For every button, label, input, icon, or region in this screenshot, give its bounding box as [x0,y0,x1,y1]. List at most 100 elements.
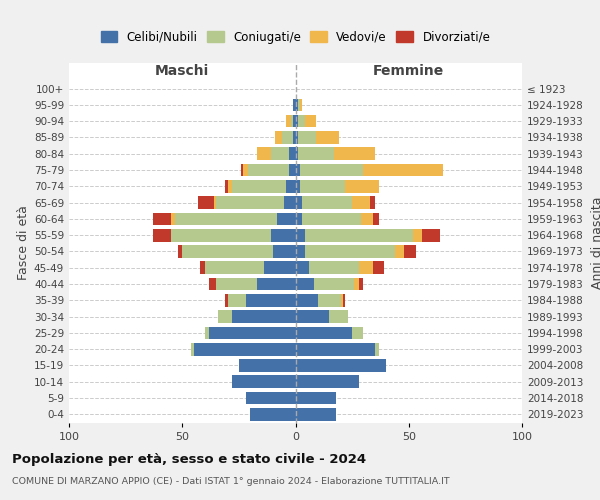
Bar [373,212,379,225]
Bar [296,164,300,176]
Bar [289,164,296,176]
Y-axis label: Fasce di età: Fasce di età [17,205,30,280]
Bar [200,262,205,274]
Bar [300,164,364,176]
Bar [198,196,214,209]
Bar [153,212,171,225]
Bar [257,278,296,290]
Bar [343,294,346,306]
Bar [239,359,296,372]
Bar [250,408,296,420]
Text: Popolazione per età, sesso e stato civile - 2024: Popolazione per età, sesso e stato civil… [12,452,366,466]
Bar [209,278,216,290]
Bar [370,196,375,209]
Bar [194,343,296,355]
Bar [341,294,343,306]
Bar [296,148,298,160]
Bar [227,180,232,192]
Bar [296,408,336,420]
Bar [296,115,298,128]
Bar [300,180,346,192]
Bar [375,343,379,355]
Bar [271,148,289,160]
Bar [205,326,209,340]
Bar [298,131,316,144]
Bar [300,98,302,111]
Bar [355,278,359,290]
Bar [175,212,277,225]
Bar [298,148,334,160]
Bar [296,196,302,209]
Bar [232,310,296,323]
Bar [182,245,273,258]
Bar [227,294,245,306]
Bar [296,294,318,306]
Bar [289,148,296,160]
Bar [264,262,296,274]
Text: COMUNE DI MARZANO APPIO (CE) - Dati ISTAT 1° gennaio 2024 - Elaborazione TUTTITA: COMUNE DI MARZANO APPIO (CE) - Dati ISTA… [12,478,449,486]
Bar [334,148,375,160]
Bar [296,212,302,225]
Bar [245,294,296,306]
Bar [329,310,347,323]
Bar [296,98,298,111]
Bar [232,376,296,388]
Bar [296,359,386,372]
Bar [171,229,271,241]
Bar [352,326,364,340]
Bar [296,245,305,258]
Text: Maschi: Maschi [155,64,209,78]
Bar [286,180,296,192]
Bar [225,180,227,192]
Bar [286,115,291,128]
Bar [216,196,284,209]
Bar [275,131,282,144]
Bar [296,343,375,355]
Bar [282,131,293,144]
Bar [153,229,171,241]
Bar [296,376,359,388]
Bar [422,229,440,241]
Bar [291,115,293,128]
Bar [352,196,370,209]
Y-axis label: Anni di nascita: Anni di nascita [590,196,600,289]
Bar [395,245,404,258]
Bar [298,115,305,128]
Bar [225,294,227,306]
Bar [302,212,361,225]
Bar [293,98,296,111]
Bar [205,262,264,274]
Bar [271,229,296,241]
Bar [296,131,298,144]
Bar [359,262,373,274]
Bar [413,229,422,241]
Bar [248,164,289,176]
Bar [316,131,338,144]
Bar [373,262,384,274]
Bar [296,392,336,404]
Bar [361,212,373,225]
Bar [296,310,329,323]
Bar [178,245,182,258]
Bar [191,343,194,355]
Bar [293,115,296,128]
Bar [171,212,175,225]
Bar [305,229,413,241]
Bar [296,262,309,274]
Bar [293,131,296,144]
Bar [241,164,244,176]
Bar [296,278,314,290]
Bar [309,262,359,274]
Legend: Celibi/Nubili, Coniugati/e, Vedovi/e, Divorziati/e: Celibi/Nubili, Coniugati/e, Vedovi/e, Di… [97,27,494,47]
Bar [257,148,271,160]
Bar [364,164,443,176]
Bar [232,180,286,192]
Bar [296,326,352,340]
Bar [346,180,379,192]
Bar [277,212,296,225]
Bar [284,196,296,209]
Bar [298,98,300,111]
Bar [302,196,352,209]
Text: Femmine: Femmine [373,64,445,78]
Bar [318,294,341,306]
